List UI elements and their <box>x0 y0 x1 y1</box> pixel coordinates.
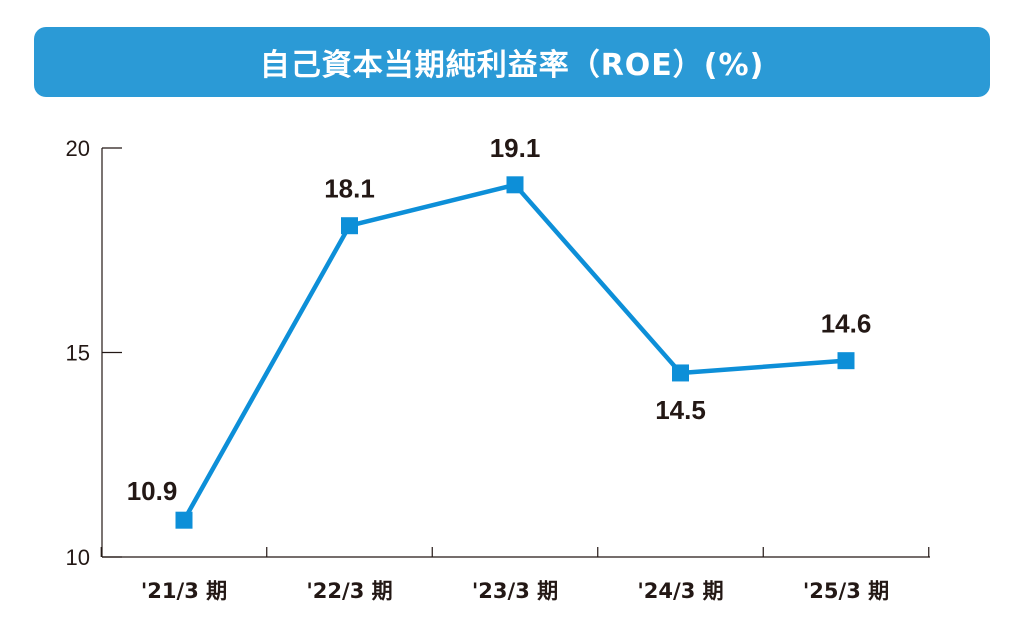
x-tick-label: '21/3 期 <box>141 579 227 603</box>
data-label: 19.1 <box>490 133 541 163</box>
series-line <box>182 182 847 522</box>
data-point <box>672 364 689 382</box>
data-point <box>175 511 193 529</box>
data-point <box>341 217 358 235</box>
series-lines <box>182 182 847 522</box>
x-tick-label: '23/3 期 <box>472 579 558 603</box>
data-point <box>506 176 524 194</box>
labels: 10 15 20 '21/3 期 '22/3 期 '23/3 期 '24/3 期 '25/3 … <box>66 133 890 603</box>
chart-title-bar: 自己資本当期純利益率（ROE）(%) <box>34 27 990 97</box>
data-markers <box>175 176 855 529</box>
data-label: 14.5 <box>655 395 706 425</box>
y-tick-label: 10 <box>66 545 90 570</box>
y-tick-label: 20 <box>66 136 90 161</box>
chart-title: 自己資本当期純利益率（ROE）(%) <box>259 48 765 83</box>
x-tick-label: '24/3 期 <box>637 579 723 603</box>
x-tick-label: '25/3 期 <box>803 579 889 603</box>
data-point <box>837 352 855 370</box>
data-label: 18.1 <box>324 174 375 204</box>
axes <box>100 147 930 558</box>
y-tick-label: 15 <box>66 341 90 366</box>
x-tick-label: '22/3 期 <box>306 579 392 603</box>
data-label: 14.6 <box>821 309 872 339</box>
data-label: 10.9 <box>127 476 178 506</box>
